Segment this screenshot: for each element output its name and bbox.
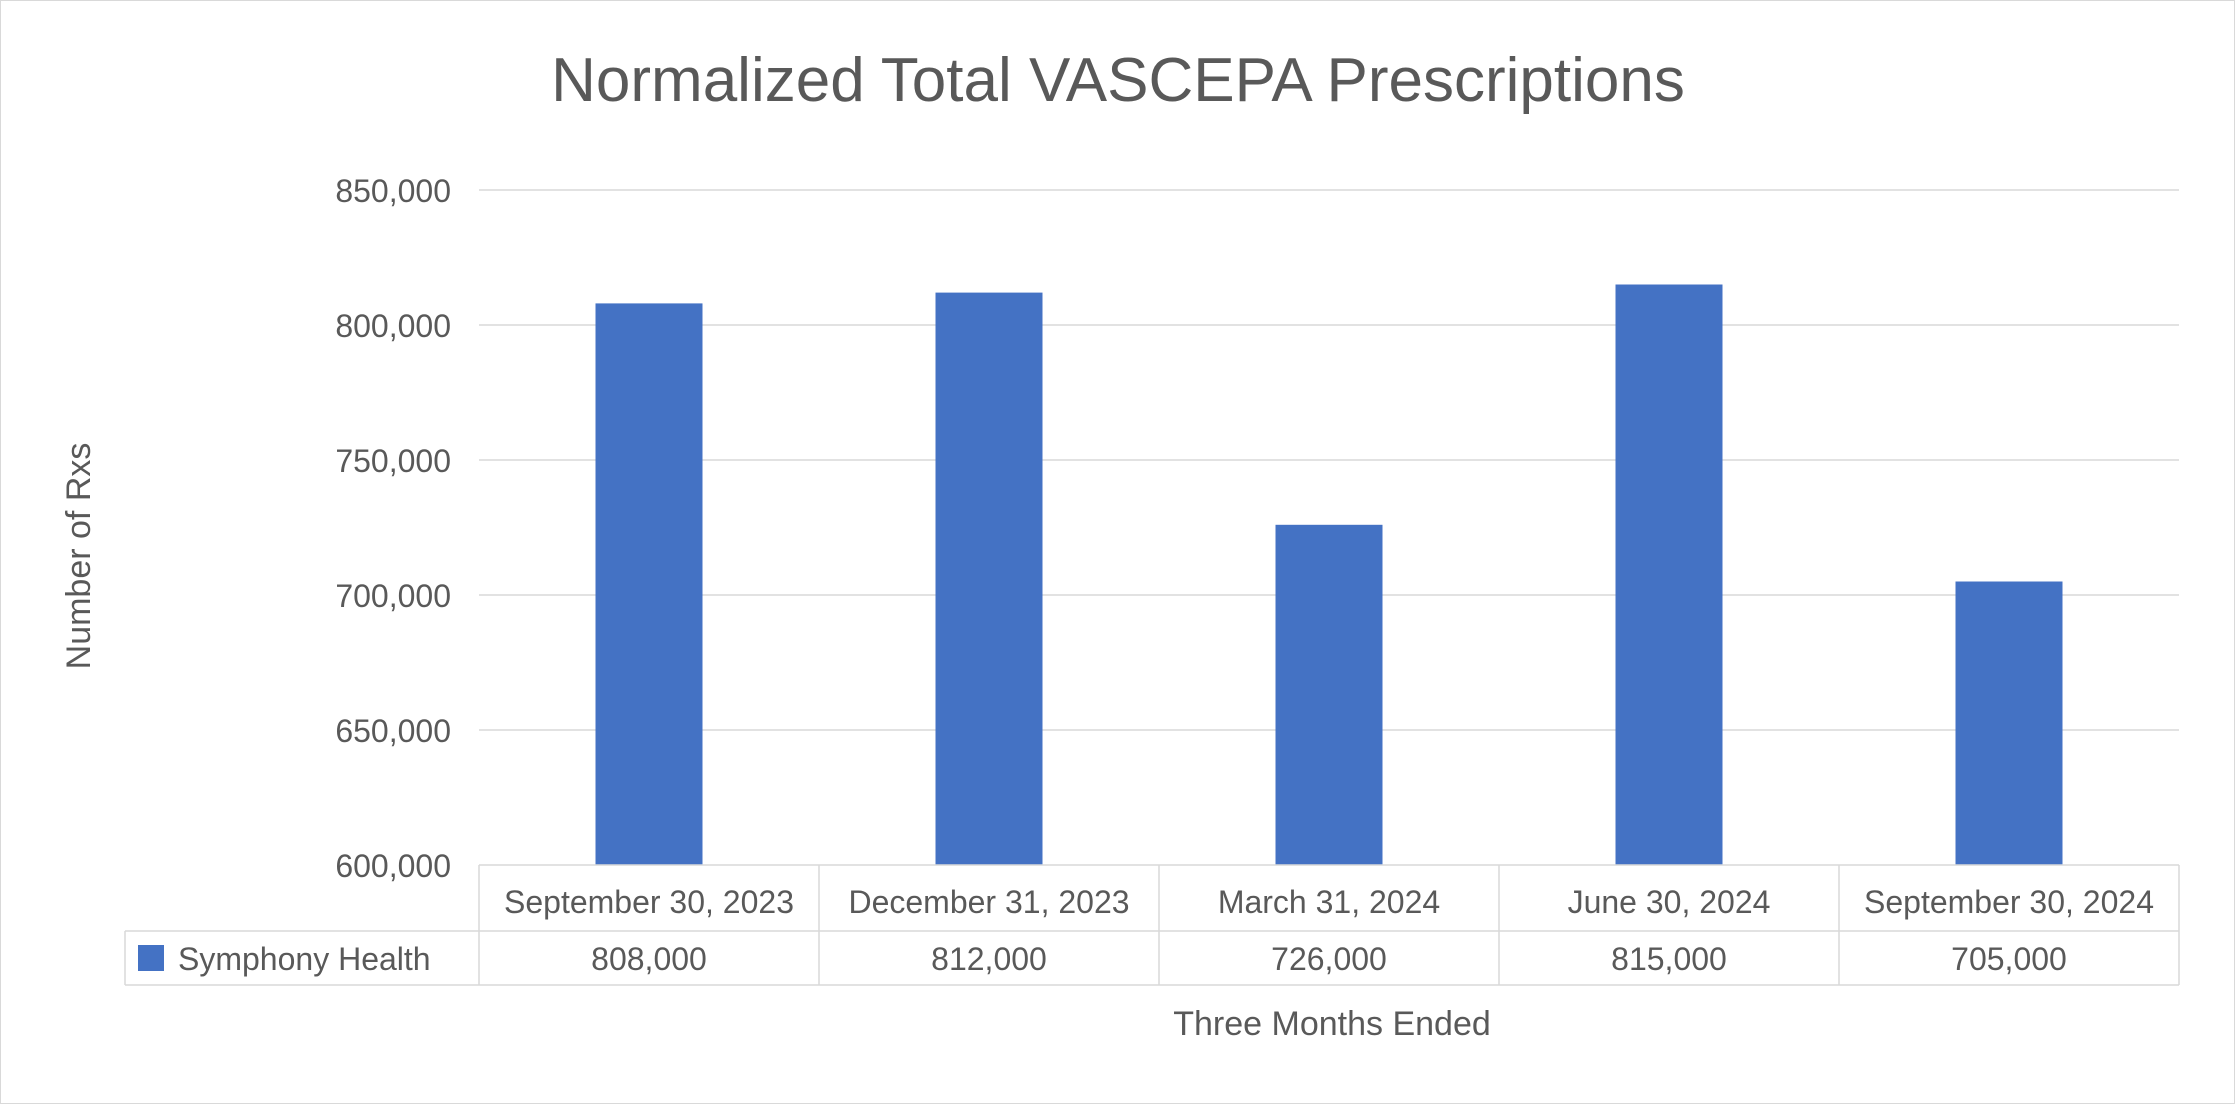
data-label: 808,000 xyxy=(591,941,707,977)
x-tick-label: September 30, 2023 xyxy=(504,884,794,920)
x-tick-label: December 31, 2023 xyxy=(848,884,1129,920)
y-tick-label: 850,000 xyxy=(335,173,451,209)
x-axis-title: Three Months Ended xyxy=(1173,1005,1491,1043)
chart-title: Normalized Total VASCEPA Prescriptions xyxy=(551,46,1685,115)
gridlines xyxy=(479,189,2179,731)
bar xyxy=(1275,524,1383,865)
bar xyxy=(595,303,703,865)
y-tick-label: 800,000 xyxy=(335,308,451,344)
bars xyxy=(595,284,2063,866)
y-tick-label: 600,000 xyxy=(335,848,451,884)
data-label: 812,000 xyxy=(931,941,1047,977)
data-label: 815,000 xyxy=(1611,941,1727,977)
y-axis-tick-labels: 600,000 650,000 700,000 750,000 800,000 850,0… xyxy=(335,173,451,884)
x-tick-label: June 30, 2024 xyxy=(1568,884,1771,920)
data-label: 726,000 xyxy=(1271,941,1387,977)
data-label: 705,000 xyxy=(1951,941,2067,977)
bar xyxy=(1615,284,1723,865)
y-tick-label: 650,000 xyxy=(335,713,451,749)
x-tick-label: March 31, 2024 xyxy=(1218,884,1440,920)
y-tick-label: 750,000 xyxy=(335,443,451,479)
y-tick-label: 700,000 xyxy=(335,578,451,614)
x-tick-label: September 30, 2024 xyxy=(1864,884,2154,920)
data-table: September 30, 2023 December 31, 2023 March… xyxy=(124,864,2180,986)
legend-label: Symphony Health xyxy=(178,941,431,977)
legend-swatch xyxy=(138,945,164,971)
bar xyxy=(935,292,1043,866)
bar xyxy=(1955,581,2063,865)
y-axis-title: Number of Rxs xyxy=(60,443,98,670)
